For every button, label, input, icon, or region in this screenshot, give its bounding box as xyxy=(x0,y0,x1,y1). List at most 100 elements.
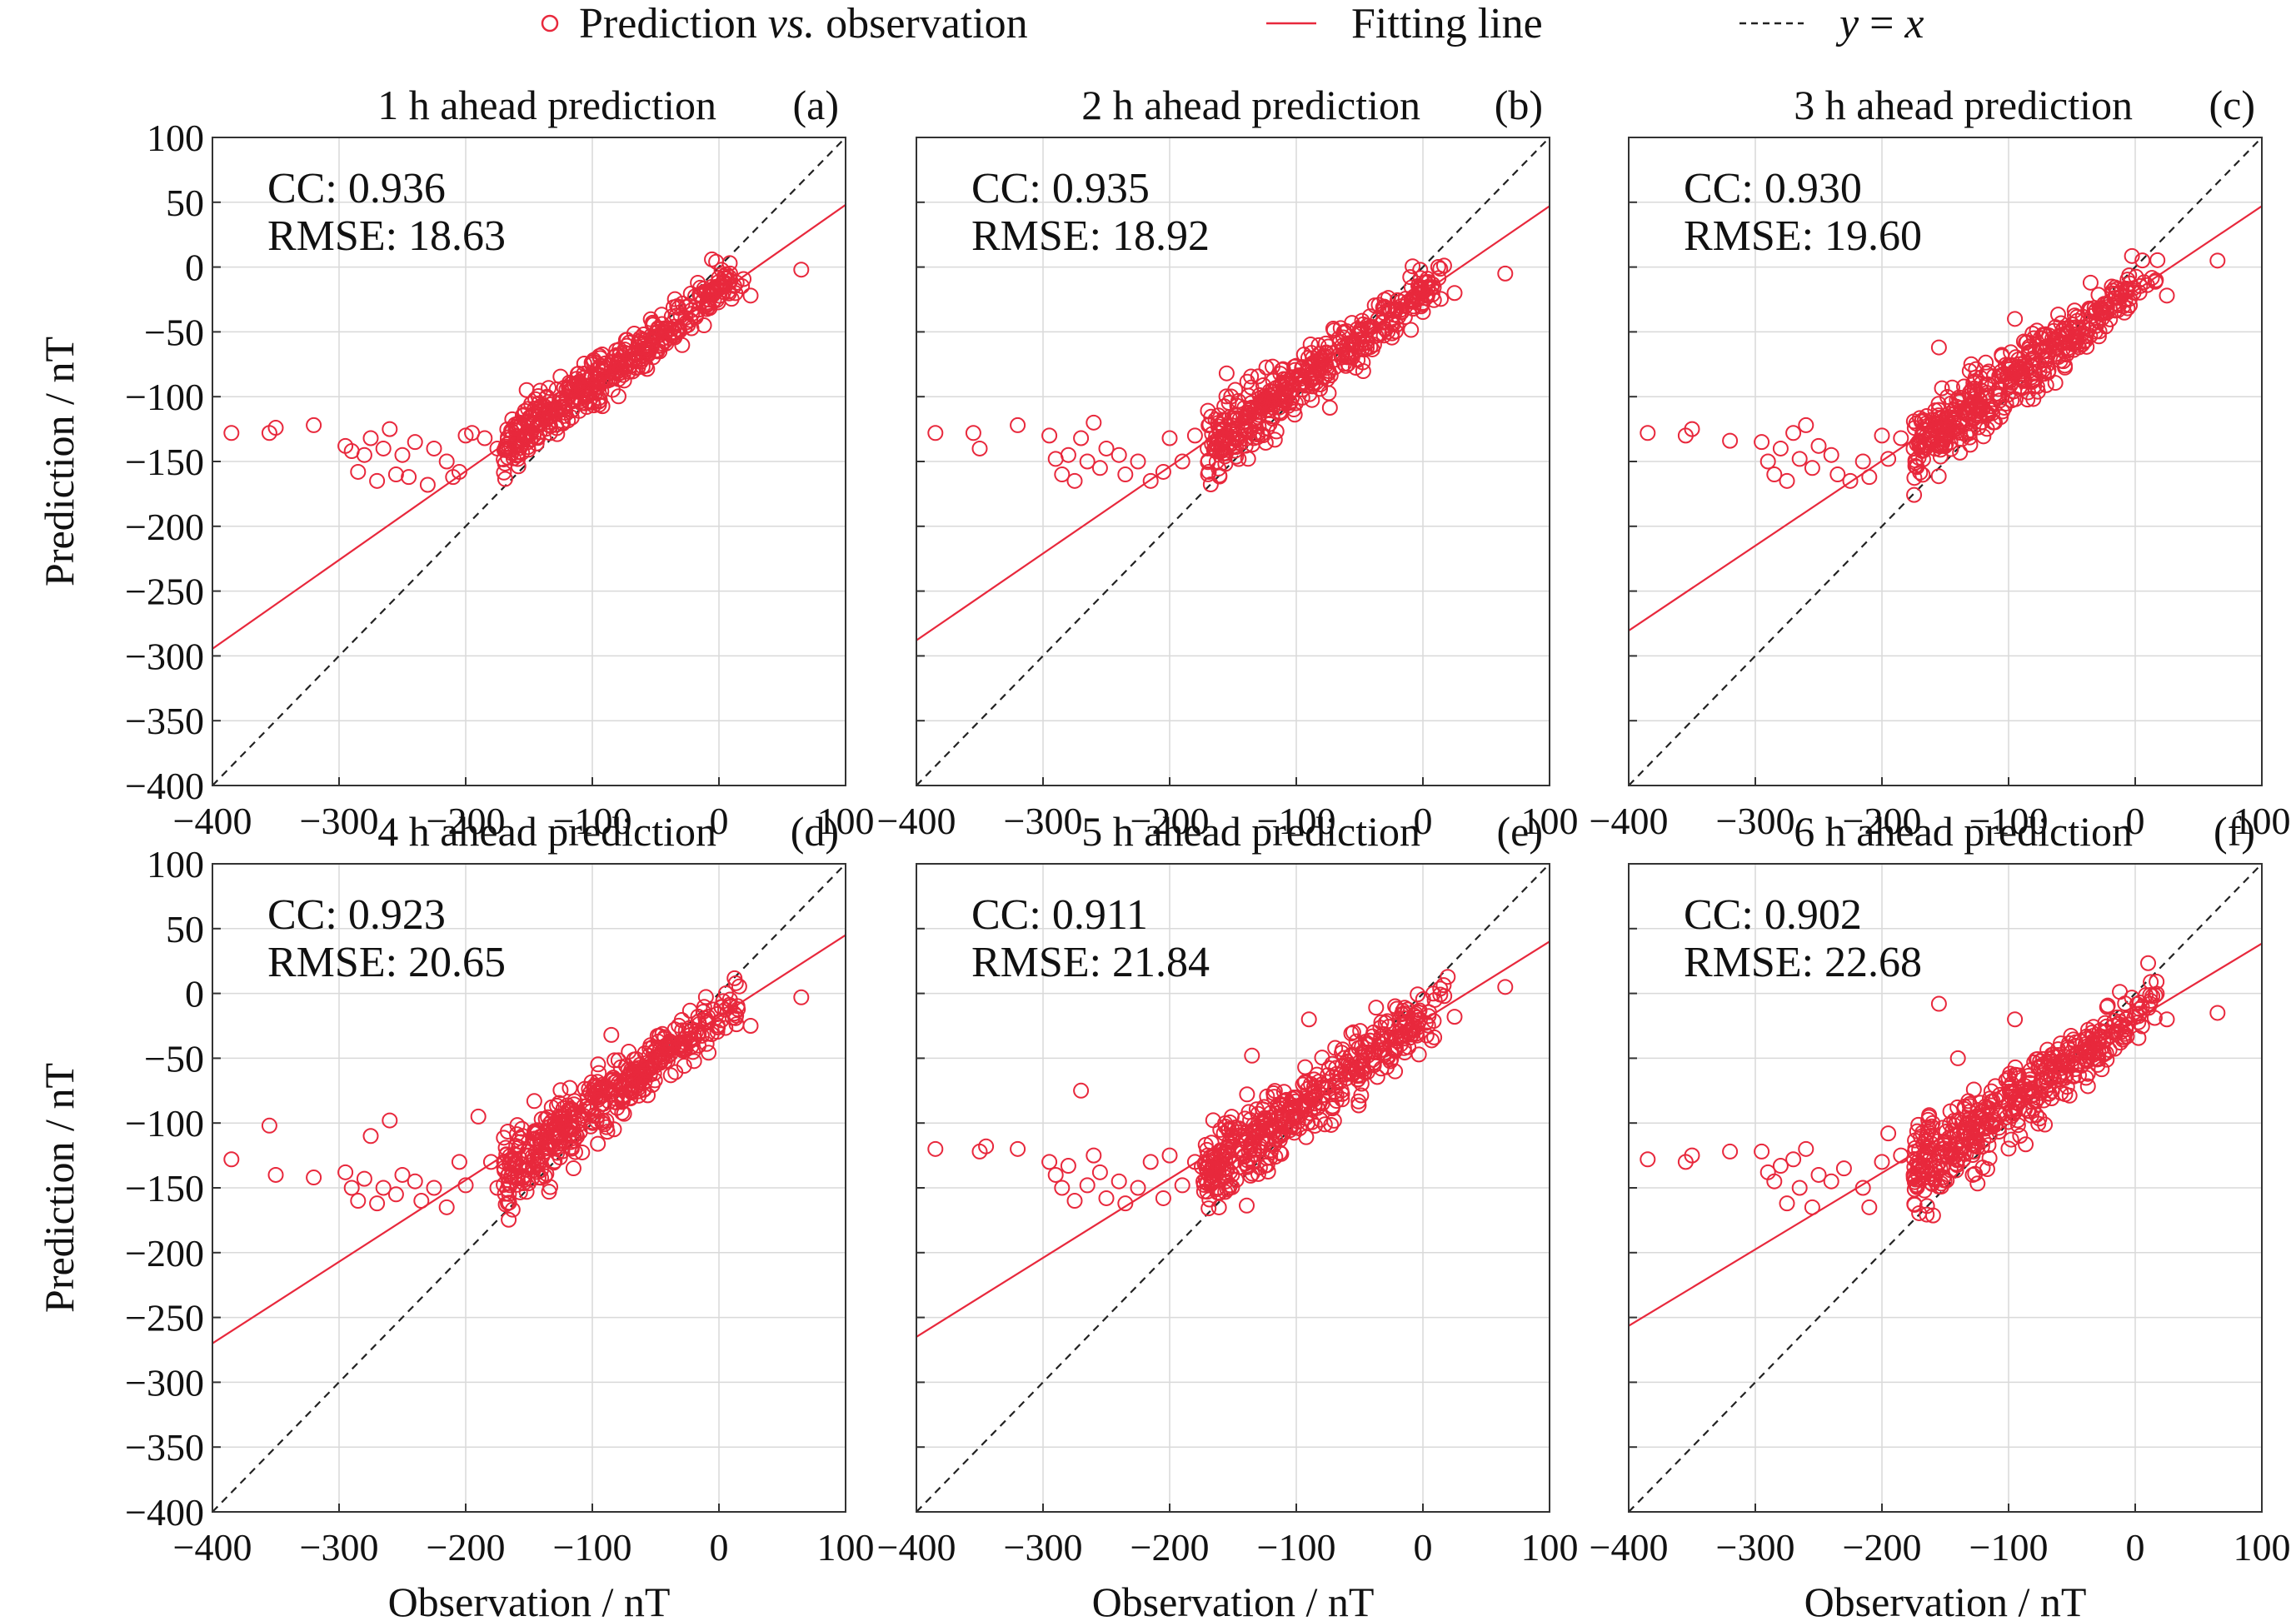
scatter-point xyxy=(2138,987,2154,1004)
panel-title: 3 h ahead prediction xyxy=(1794,82,2133,128)
scatter-point xyxy=(401,469,417,486)
scatter-point xyxy=(1430,259,1446,276)
scatter-point xyxy=(1946,402,1963,418)
scatter-point xyxy=(1186,427,1203,444)
scatter-point xyxy=(1854,453,1871,470)
scatter-point xyxy=(1079,1177,1096,1194)
scatter-point xyxy=(2128,268,2144,285)
scatter-point xyxy=(1987,414,2004,431)
scatter-point xyxy=(1155,463,1171,480)
scatter-point xyxy=(1446,1009,1463,1025)
scatter-point xyxy=(1275,1084,1292,1100)
scatter-point xyxy=(501,1165,517,1182)
scatter-point xyxy=(1934,1120,1951,1136)
scatter-point xyxy=(1306,1117,1323,1134)
scatter-point xyxy=(1722,1143,1739,1160)
scatter-point xyxy=(1222,1177,1239,1194)
scatter-point xyxy=(1906,486,1923,503)
y-axis xyxy=(916,863,925,1513)
scatter-point xyxy=(1244,436,1260,453)
scatter-point xyxy=(1335,329,1351,346)
scatter-point xyxy=(1965,1130,1982,1146)
scatter-point xyxy=(1946,1112,1963,1129)
scatter-point xyxy=(1239,1086,1255,1103)
scatter-point xyxy=(682,312,699,328)
y-tick-label: −200 xyxy=(125,506,204,548)
scatter-point xyxy=(1497,265,1514,282)
scatter-point xyxy=(451,1154,467,1170)
scatter-point xyxy=(1274,377,1290,394)
scatter-point xyxy=(1275,384,1291,401)
scatter-point xyxy=(542,397,559,413)
scatter-point xyxy=(686,1053,702,1070)
plot-area xyxy=(1629,864,2262,1512)
scatter-point xyxy=(350,463,367,480)
scatter-point xyxy=(1974,1139,1990,1155)
scatter-point xyxy=(1919,1206,1935,1223)
scatter-point xyxy=(692,287,709,304)
scatter-point xyxy=(1930,339,1947,356)
scatter-point xyxy=(507,418,524,435)
x-axis-label: Observation / nT xyxy=(1804,1579,2087,1617)
panel-d: −400 −300 −200 −100 0 100 100 50 0 −50 −100 −150 −20… xyxy=(36,808,875,1621)
scatter-point xyxy=(369,472,386,489)
x-tick-label: 0 xyxy=(1414,1526,1433,1569)
panel-tag: (f) xyxy=(2214,808,2255,855)
scatter-point xyxy=(2076,333,2093,350)
scatter-point xyxy=(1936,1172,1953,1189)
scatter-point xyxy=(2000,1140,2017,1157)
rmse-value: RMSE: 21.84 xyxy=(971,939,1210,986)
gridlines xyxy=(916,864,1550,1512)
scatter-point xyxy=(636,1073,653,1090)
scatter-point xyxy=(1210,461,1227,477)
scatter-point xyxy=(731,978,747,995)
scatter-point xyxy=(1934,380,1950,397)
scatter-point xyxy=(1238,1197,1255,1214)
scatter-point xyxy=(591,1090,607,1106)
scatter-point xyxy=(1893,1147,1909,1164)
scatter-point xyxy=(1305,1084,1322,1100)
scatter-point xyxy=(1073,430,1090,446)
scatter-point xyxy=(651,1027,668,1044)
rmse-value: RMSE: 20.65 xyxy=(267,939,506,986)
scatter-point xyxy=(1930,1178,1947,1195)
scatter-point xyxy=(1321,399,1338,416)
scatter-point xyxy=(1343,1025,1360,1042)
scatter-point xyxy=(362,430,379,446)
scatter-point xyxy=(1098,1190,1115,1206)
scatter-point xyxy=(2020,1067,2037,1084)
x-tick-label: 0 xyxy=(2126,800,2145,842)
scatter-point xyxy=(603,1026,620,1043)
rmse-value: RMSE: 22.68 xyxy=(1684,939,1922,986)
scatter-point xyxy=(728,274,745,291)
scatter-point xyxy=(1307,369,1324,386)
scatter-point xyxy=(502,1148,518,1165)
x-tick-label: 0 xyxy=(1414,800,1433,842)
scatter-point xyxy=(2050,307,2067,323)
x-tick-label: −400 xyxy=(173,1526,252,1569)
scatter-point xyxy=(2079,1078,2096,1095)
legend-scatter-word: Prediction xyxy=(579,0,757,47)
scatter-point xyxy=(489,1180,506,1196)
scatter-point xyxy=(350,1193,367,1210)
x-tick-label: 100 xyxy=(1521,1526,1579,1569)
x-tick-label: −100 xyxy=(1257,800,1336,842)
scatter-point xyxy=(660,1048,676,1065)
scatter-point xyxy=(2106,290,2123,307)
scatter-point xyxy=(470,1108,487,1125)
scatter-point xyxy=(1238,423,1255,440)
scatter-point xyxy=(267,1166,284,1183)
scatter-point xyxy=(1420,1017,1436,1034)
scatter-point xyxy=(499,1168,516,1185)
scatter-point xyxy=(1754,434,1770,451)
scatter-point xyxy=(2142,986,2159,1003)
scatter-point xyxy=(793,262,810,278)
cc-value: CC: 0.936 xyxy=(267,165,446,212)
scatter-point xyxy=(1991,392,2008,409)
scatter-point xyxy=(617,332,634,348)
scatter-point xyxy=(562,374,578,391)
scatter-point xyxy=(1221,1138,1238,1155)
scatter-point xyxy=(2159,1011,2175,1028)
scatter-point xyxy=(1385,316,1401,332)
cc-value: CC: 0.911 xyxy=(971,891,1148,939)
